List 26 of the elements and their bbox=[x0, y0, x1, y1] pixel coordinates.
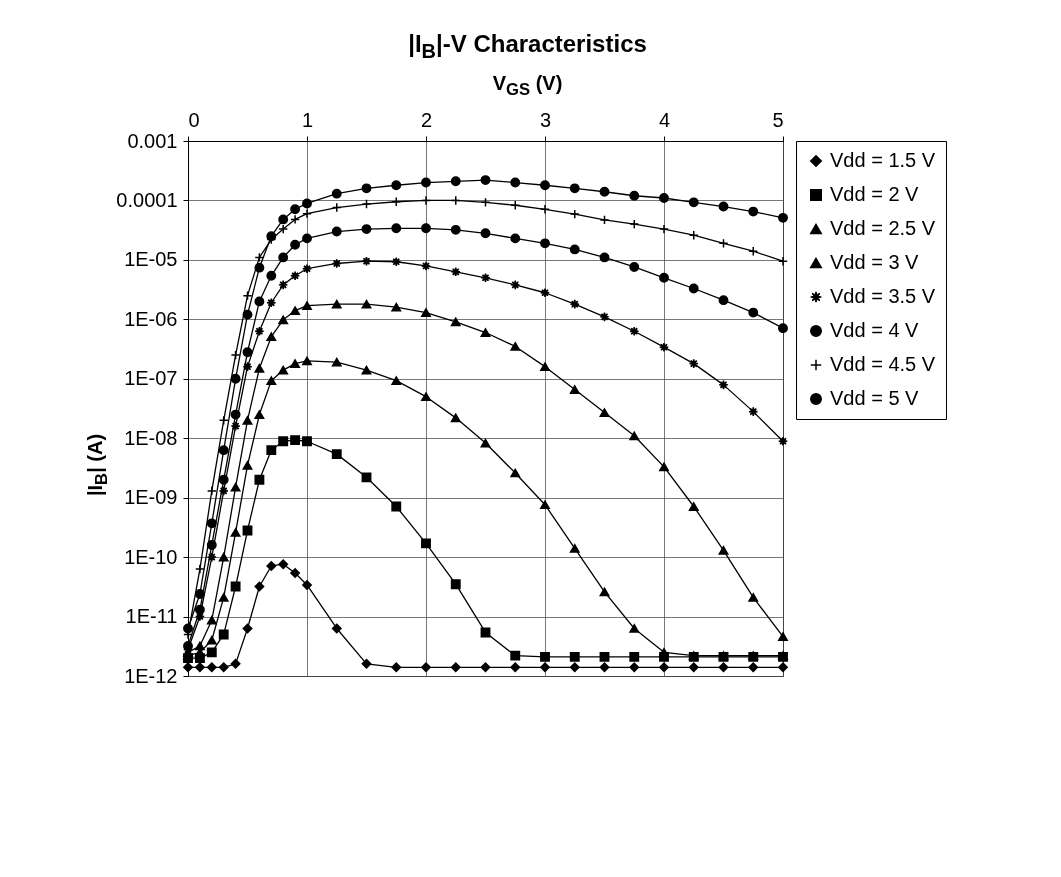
y-tick-label: 1E-12 bbox=[124, 664, 178, 687]
x-tick-label: 5 bbox=[772, 108, 784, 131]
legend-label: Vdd = 2 V bbox=[830, 183, 920, 205]
y-tick-label: 1E-05 bbox=[124, 248, 178, 271]
y-tick-label: 1E-07 bbox=[124, 367, 178, 390]
y-tick-label: 1E-10 bbox=[124, 545, 178, 568]
legend-label: Vdd = 4 V bbox=[830, 319, 920, 341]
x-axis-title: V$_{GS}$ (V) bbox=[491, 72, 564, 100]
y-tick-label: 1E-09 bbox=[124, 486, 178, 509]
y-tick-label: 0.001 bbox=[127, 129, 178, 152]
x-tick-label: 4 bbox=[658, 108, 671, 131]
y-tick-label: 1E-06 bbox=[124, 307, 178, 330]
x-tick-label: 0 bbox=[188, 108, 200, 131]
legend-label: Vdd = 4.5 V bbox=[830, 353, 936, 375]
legend-label: Vdd = 3 V bbox=[830, 251, 920, 273]
y-tick-label: 1E-11 bbox=[125, 605, 178, 628]
y-tick-label: 1E-08 bbox=[124, 426, 178, 449]
y-tick-label: 0.0001 bbox=[116, 188, 178, 211]
x-tick-label: 3 bbox=[539, 108, 552, 131]
x-tick-label: 2 bbox=[420, 108, 433, 131]
legend-label: Vdd = 5 V bbox=[830, 387, 920, 409]
x-tick-label: 1 bbox=[301, 108, 314, 131]
legend-label: Vdd = 3.5 V bbox=[830, 285, 936, 307]
legend-label: Vdd = 1.5 V bbox=[830, 149, 936, 171]
legend-label: Vdd = 2.5 V bbox=[830, 217, 936, 239]
chart-title: |I$_{B}$|-V Characteristics bbox=[407, 30, 648, 63]
